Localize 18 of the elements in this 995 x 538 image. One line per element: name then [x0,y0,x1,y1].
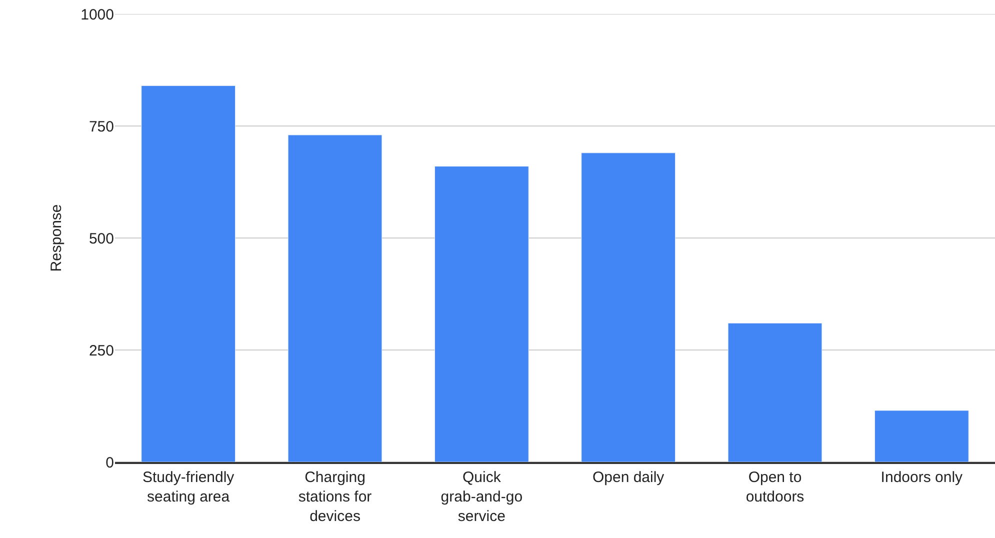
y-tick-label: 500 [88,230,114,248]
x-tick-label: Charging stations for devices [298,468,372,525]
x-tick-label: Indoors only [880,468,964,486]
bar [141,85,236,462]
x-tick-label: Open daily [592,468,665,486]
bar [434,166,529,462]
bar [874,410,969,462]
y-tick-label: 250 [88,342,114,360]
bar [728,322,822,462]
y-tick-label: 750 [88,118,114,136]
bar [581,152,676,462]
y-tick-label: 1000 [80,6,114,24]
y-axis-title: Response [48,204,65,272]
x-tick-label: Quick grab-and-go service [440,468,523,525]
x-tick-label: Open to outdoors [746,468,804,506]
bar [288,134,382,462]
x-tick-label: Study-friendly seating area [142,468,235,506]
y-tick-label: 0 [106,454,114,472]
